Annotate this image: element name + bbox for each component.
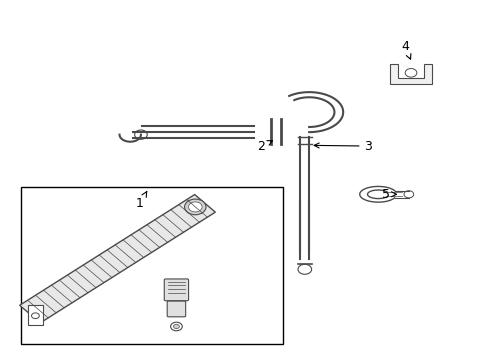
Text: 3: 3	[313, 140, 372, 153]
Circle shape	[403, 191, 413, 198]
Circle shape	[405, 68, 416, 77]
FancyBboxPatch shape	[164, 279, 188, 301]
Text: 5: 5	[381, 188, 396, 201]
Circle shape	[31, 313, 39, 319]
Circle shape	[134, 130, 147, 139]
Text: 1: 1	[136, 192, 146, 210]
Polygon shape	[20, 194, 215, 323]
Text: 4: 4	[400, 40, 410, 59]
Circle shape	[170, 322, 182, 331]
Bar	[21, 187, 283, 344]
Bar	[28, 305, 42, 325]
Circle shape	[297, 264, 311, 274]
Circle shape	[188, 202, 202, 212]
Polygon shape	[389, 64, 431, 84]
Circle shape	[184, 199, 205, 215]
FancyBboxPatch shape	[167, 301, 185, 317]
Circle shape	[173, 324, 179, 329]
Text: 2: 2	[257, 140, 272, 153]
